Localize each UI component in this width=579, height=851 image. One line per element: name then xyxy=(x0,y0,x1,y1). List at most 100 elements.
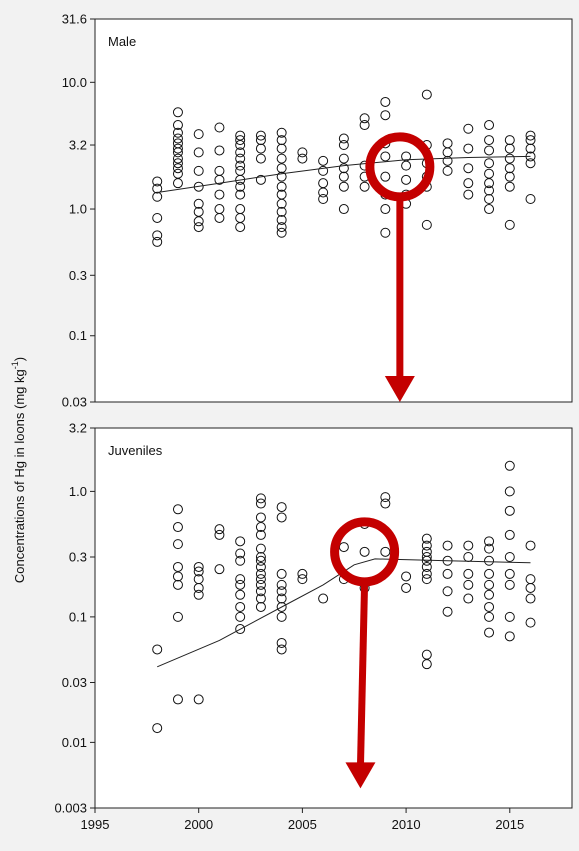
male-data-point xyxy=(235,153,246,164)
juveniles-data-point xyxy=(484,568,495,579)
male-data-point xyxy=(463,189,474,200)
male-panel-label: Male xyxy=(108,34,136,49)
male-y-tick-label: 0.03 xyxy=(62,395,87,410)
male-y-tick-label: 31.6 xyxy=(62,12,87,27)
male-y-tick-label: 3.2 xyxy=(69,138,87,153)
y-axis-label: Concentrations of Hg in loons (mg kg-1) xyxy=(10,357,27,583)
juveniles-panel-label: Juveniles xyxy=(108,443,163,458)
male-data-point xyxy=(359,181,370,192)
juveniles-data-point xyxy=(255,529,266,540)
y-axis-label-close: ) xyxy=(12,357,27,361)
male-data-point xyxy=(255,130,266,141)
male-data-point xyxy=(318,155,329,166)
male-data-point xyxy=(172,127,183,138)
juveniles-data-point xyxy=(504,552,515,563)
juveniles-data-point xyxy=(525,540,536,551)
juveniles-data-point xyxy=(421,546,432,557)
male-data-point xyxy=(380,96,391,107)
x-tick-label: 2010 xyxy=(392,817,421,832)
juveniles-data-point xyxy=(172,611,183,622)
juveniles-data-point xyxy=(297,568,308,579)
male-data-point xyxy=(172,163,183,174)
juveniles-data-point xyxy=(401,582,412,593)
male-data-point xyxy=(276,214,287,225)
juveniles-y-tick-label: 3.2 xyxy=(69,421,87,436)
juveniles-data-point xyxy=(193,694,204,705)
juveniles-data-point xyxy=(276,601,287,612)
juveniles-y-tick-label: 0.3 xyxy=(69,550,87,565)
juveniles-data-point xyxy=(463,540,474,551)
juveniles-data-point xyxy=(255,601,266,612)
y-axis-label-superscript: -1 xyxy=(10,361,20,369)
male-data-point xyxy=(193,198,204,209)
male-data-point xyxy=(380,227,391,238)
juveniles-y-tick-label: 1.0 xyxy=(69,484,87,499)
male-data-point xyxy=(380,204,391,215)
juveniles-data-point xyxy=(255,568,266,579)
male-data-point xyxy=(484,145,495,156)
male-data-point xyxy=(338,204,349,215)
juveniles-data-point xyxy=(255,579,266,590)
x-tick-label: 2015 xyxy=(495,817,524,832)
juveniles-y-axis: 0.003 0.01 0.03 0.1 0.3 1.0 3.2 xyxy=(54,421,95,816)
male-data-point xyxy=(152,236,163,247)
male-data-point xyxy=(504,219,515,230)
male-data-point xyxy=(484,185,495,196)
juveniles-data-point xyxy=(235,555,246,566)
juveniles-data-point xyxy=(421,649,432,660)
male-data-point xyxy=(442,165,453,176)
male-data-point xyxy=(421,219,432,230)
male-data-point xyxy=(152,183,163,194)
juveniles-data-point xyxy=(504,460,515,471)
male-data-point xyxy=(255,143,266,154)
juveniles-data-point xyxy=(380,492,391,503)
juveniles-data-point xyxy=(504,579,515,590)
male-data-point xyxy=(214,165,225,176)
male-data-point xyxy=(359,113,370,124)
juveniles-data-point xyxy=(276,637,287,648)
juveniles-data-point xyxy=(484,536,495,547)
male-data-point xyxy=(255,174,266,185)
male-data-point xyxy=(463,123,474,134)
male-data-point xyxy=(442,155,453,166)
juveniles-data-point xyxy=(297,574,308,585)
male-y-axis: 0.03 0.1 0.3 1.0 3.2 10.0 31.6 xyxy=(62,12,95,410)
juveniles-data-point xyxy=(442,568,453,579)
male-data-point xyxy=(484,193,495,204)
male-data-point xyxy=(484,204,495,215)
male-data-point xyxy=(235,181,246,192)
male-data-point xyxy=(525,193,536,204)
male-data-point xyxy=(318,178,329,189)
juveniles-data-point xyxy=(421,552,432,563)
male-data-point xyxy=(152,176,163,187)
male-data-point xyxy=(338,153,349,164)
male-data-points xyxy=(152,89,536,247)
male-data-point xyxy=(255,135,266,146)
male-data-point xyxy=(338,133,349,144)
x-tick-label: 1995 xyxy=(81,817,110,832)
juveniles-data-point xyxy=(276,644,287,655)
male-data-point xyxy=(484,168,495,179)
x-tick-label: 2000 xyxy=(184,817,213,832)
juveniles-data-point xyxy=(484,601,495,612)
male-data-point xyxy=(504,143,515,154)
male-data-point xyxy=(338,181,349,192)
juveniles-data-point xyxy=(172,504,183,515)
juveniles-data-point xyxy=(172,522,183,533)
juveniles-data-point xyxy=(214,529,225,540)
male-data-point xyxy=(276,163,287,174)
male-data-point xyxy=(193,222,204,233)
juveniles-data-point xyxy=(504,611,515,622)
male-arrow-head xyxy=(384,376,415,402)
juveniles-data-point xyxy=(421,574,432,585)
male-data-point xyxy=(276,206,287,217)
male-data-point xyxy=(276,227,287,238)
male-data-point xyxy=(525,135,536,146)
juveniles-data-point xyxy=(214,524,225,535)
juveniles-trend-line xyxy=(157,558,531,668)
male-panel: 0.03 0.1 0.3 1.0 3.2 10.0 31.6 Male xyxy=(62,12,573,410)
juveniles-data-point xyxy=(484,627,495,638)
juveniles-data-point xyxy=(276,568,287,579)
male-data-point xyxy=(318,165,329,176)
